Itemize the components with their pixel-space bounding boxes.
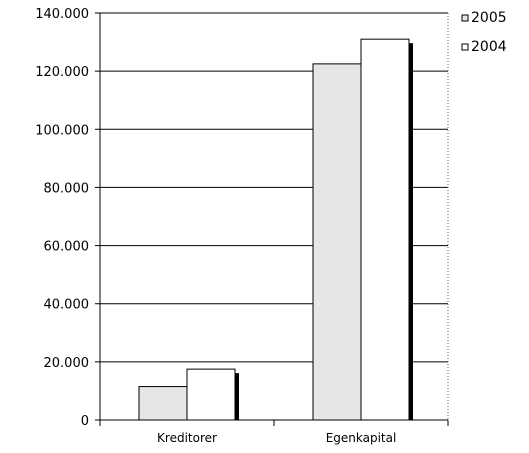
bar-2005-egenkapital [312,63,362,421]
legend: 2005 2004 [461,10,507,55]
y-tick-label: 20.000 [44,356,90,371]
bars [138,38,413,421]
bar-2004-kreditorer [186,368,236,421]
legend-swatch [461,43,469,51]
y-tick-label: 120.000 [35,65,89,80]
y-tick-label: 60.000 [44,240,90,255]
y-tick-label: 100.000 [35,123,89,138]
y-tick-label: 80.000 [44,181,90,196]
legend-label: 2004 [471,39,507,55]
x-category-label: Egenkapital [326,431,397,445]
axes [95,12,449,426]
bar-2005-kreditorer [138,386,188,421]
x-category-label: Kreditorer [157,431,217,445]
bar-shadow [234,373,239,420]
y-tick-labels: 0 20.000 40.000 60.000 80.000 100.000 120.000 1… [35,7,89,429]
y-tick-label: 140.000 [35,7,89,22]
bar-shadow [408,43,413,421]
y-tick-label: 40.000 [44,298,90,313]
category-labels: Kreditorer Egenkapital [157,431,396,445]
bar-2004-egenkapital [360,38,410,421]
legend-swatch [461,14,469,22]
legend-label: 2005 [471,10,507,26]
y-tick-label: 0 [81,414,89,429]
